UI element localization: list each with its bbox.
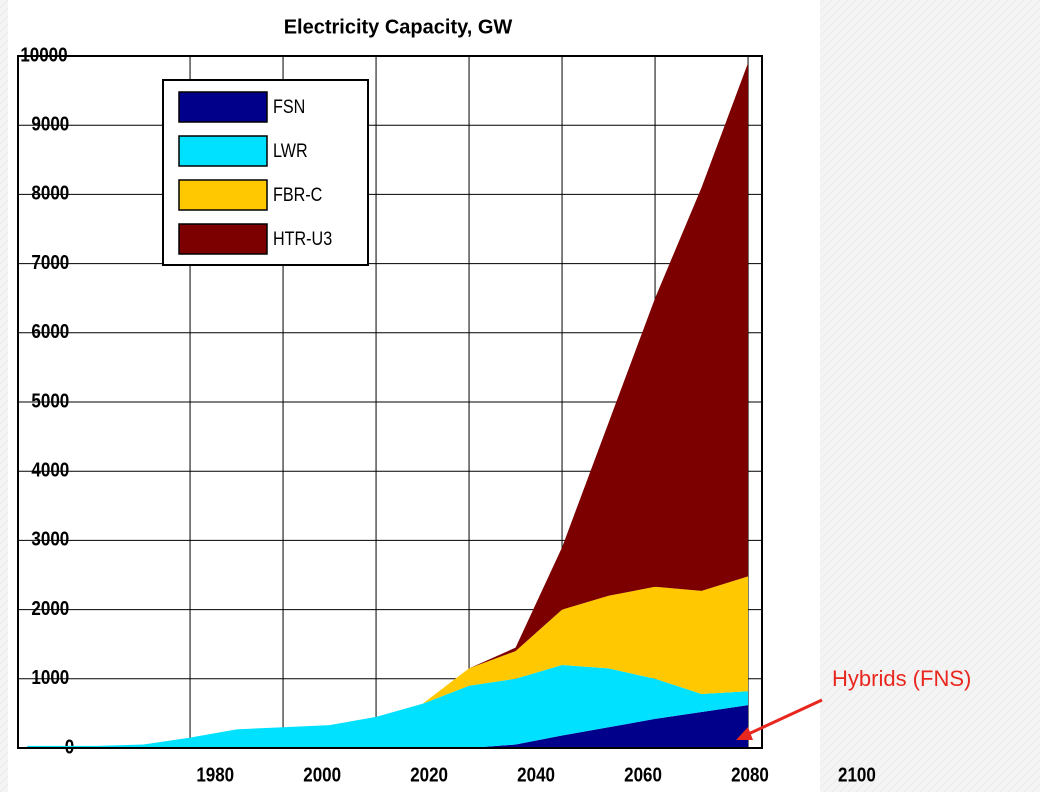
area <box>27 576 749 746</box>
annotation-arrow <box>743 698 823 738</box>
y-tick-label: 1000 <box>31 666 69 689</box>
y-tick-label: 6000 <box>31 320 69 343</box>
legend-label: FSN <box>273 96 305 118</box>
x-tick-label: 2060 <box>624 763 662 786</box>
x-tick-label: 1980 <box>196 763 234 786</box>
y-tick-label: 5000 <box>31 389 69 412</box>
y-tick-label: 4000 <box>31 458 69 481</box>
x-tick-label: 2000 <box>303 763 341 786</box>
x-tick-label: 2080 <box>731 763 769 786</box>
chart-title: Electricity Capacity, GW <box>284 16 513 38</box>
y-tick-label: 9000 <box>31 112 69 135</box>
legend-label: FBR-C <box>273 184 323 206</box>
plot-border <box>17 55 763 749</box>
annotation: Hybrids (FNS) <box>832 666 971 691</box>
y-tick-label: 7000 <box>31 251 69 274</box>
legend-swatch <box>178 135 268 167</box>
legend-swatch <box>178 223 268 255</box>
y-tick-label: 10000 <box>20 43 67 66</box>
legend-label: LWR <box>273 140 308 162</box>
background-texture <box>0 0 8 792</box>
background-texture <box>820 0 1040 792</box>
y-tick-label: 3000 <box>31 527 69 550</box>
legend-swatch <box>178 179 268 211</box>
x-tick-label: 2040 <box>517 763 555 786</box>
area <box>27 62 749 746</box>
y-tick-label: 8000 <box>31 181 69 204</box>
area <box>27 705 749 748</box>
x-tick-label: 2020 <box>410 763 448 786</box>
area <box>27 664 749 748</box>
y-tick-label: 2000 <box>31 597 69 620</box>
annotation-arrowhead <box>736 727 753 740</box>
legend-swatch <box>178 91 268 123</box>
x-tick-label: 2100 <box>838 763 876 786</box>
legend-label: HTR-U3 <box>273 228 332 250</box>
